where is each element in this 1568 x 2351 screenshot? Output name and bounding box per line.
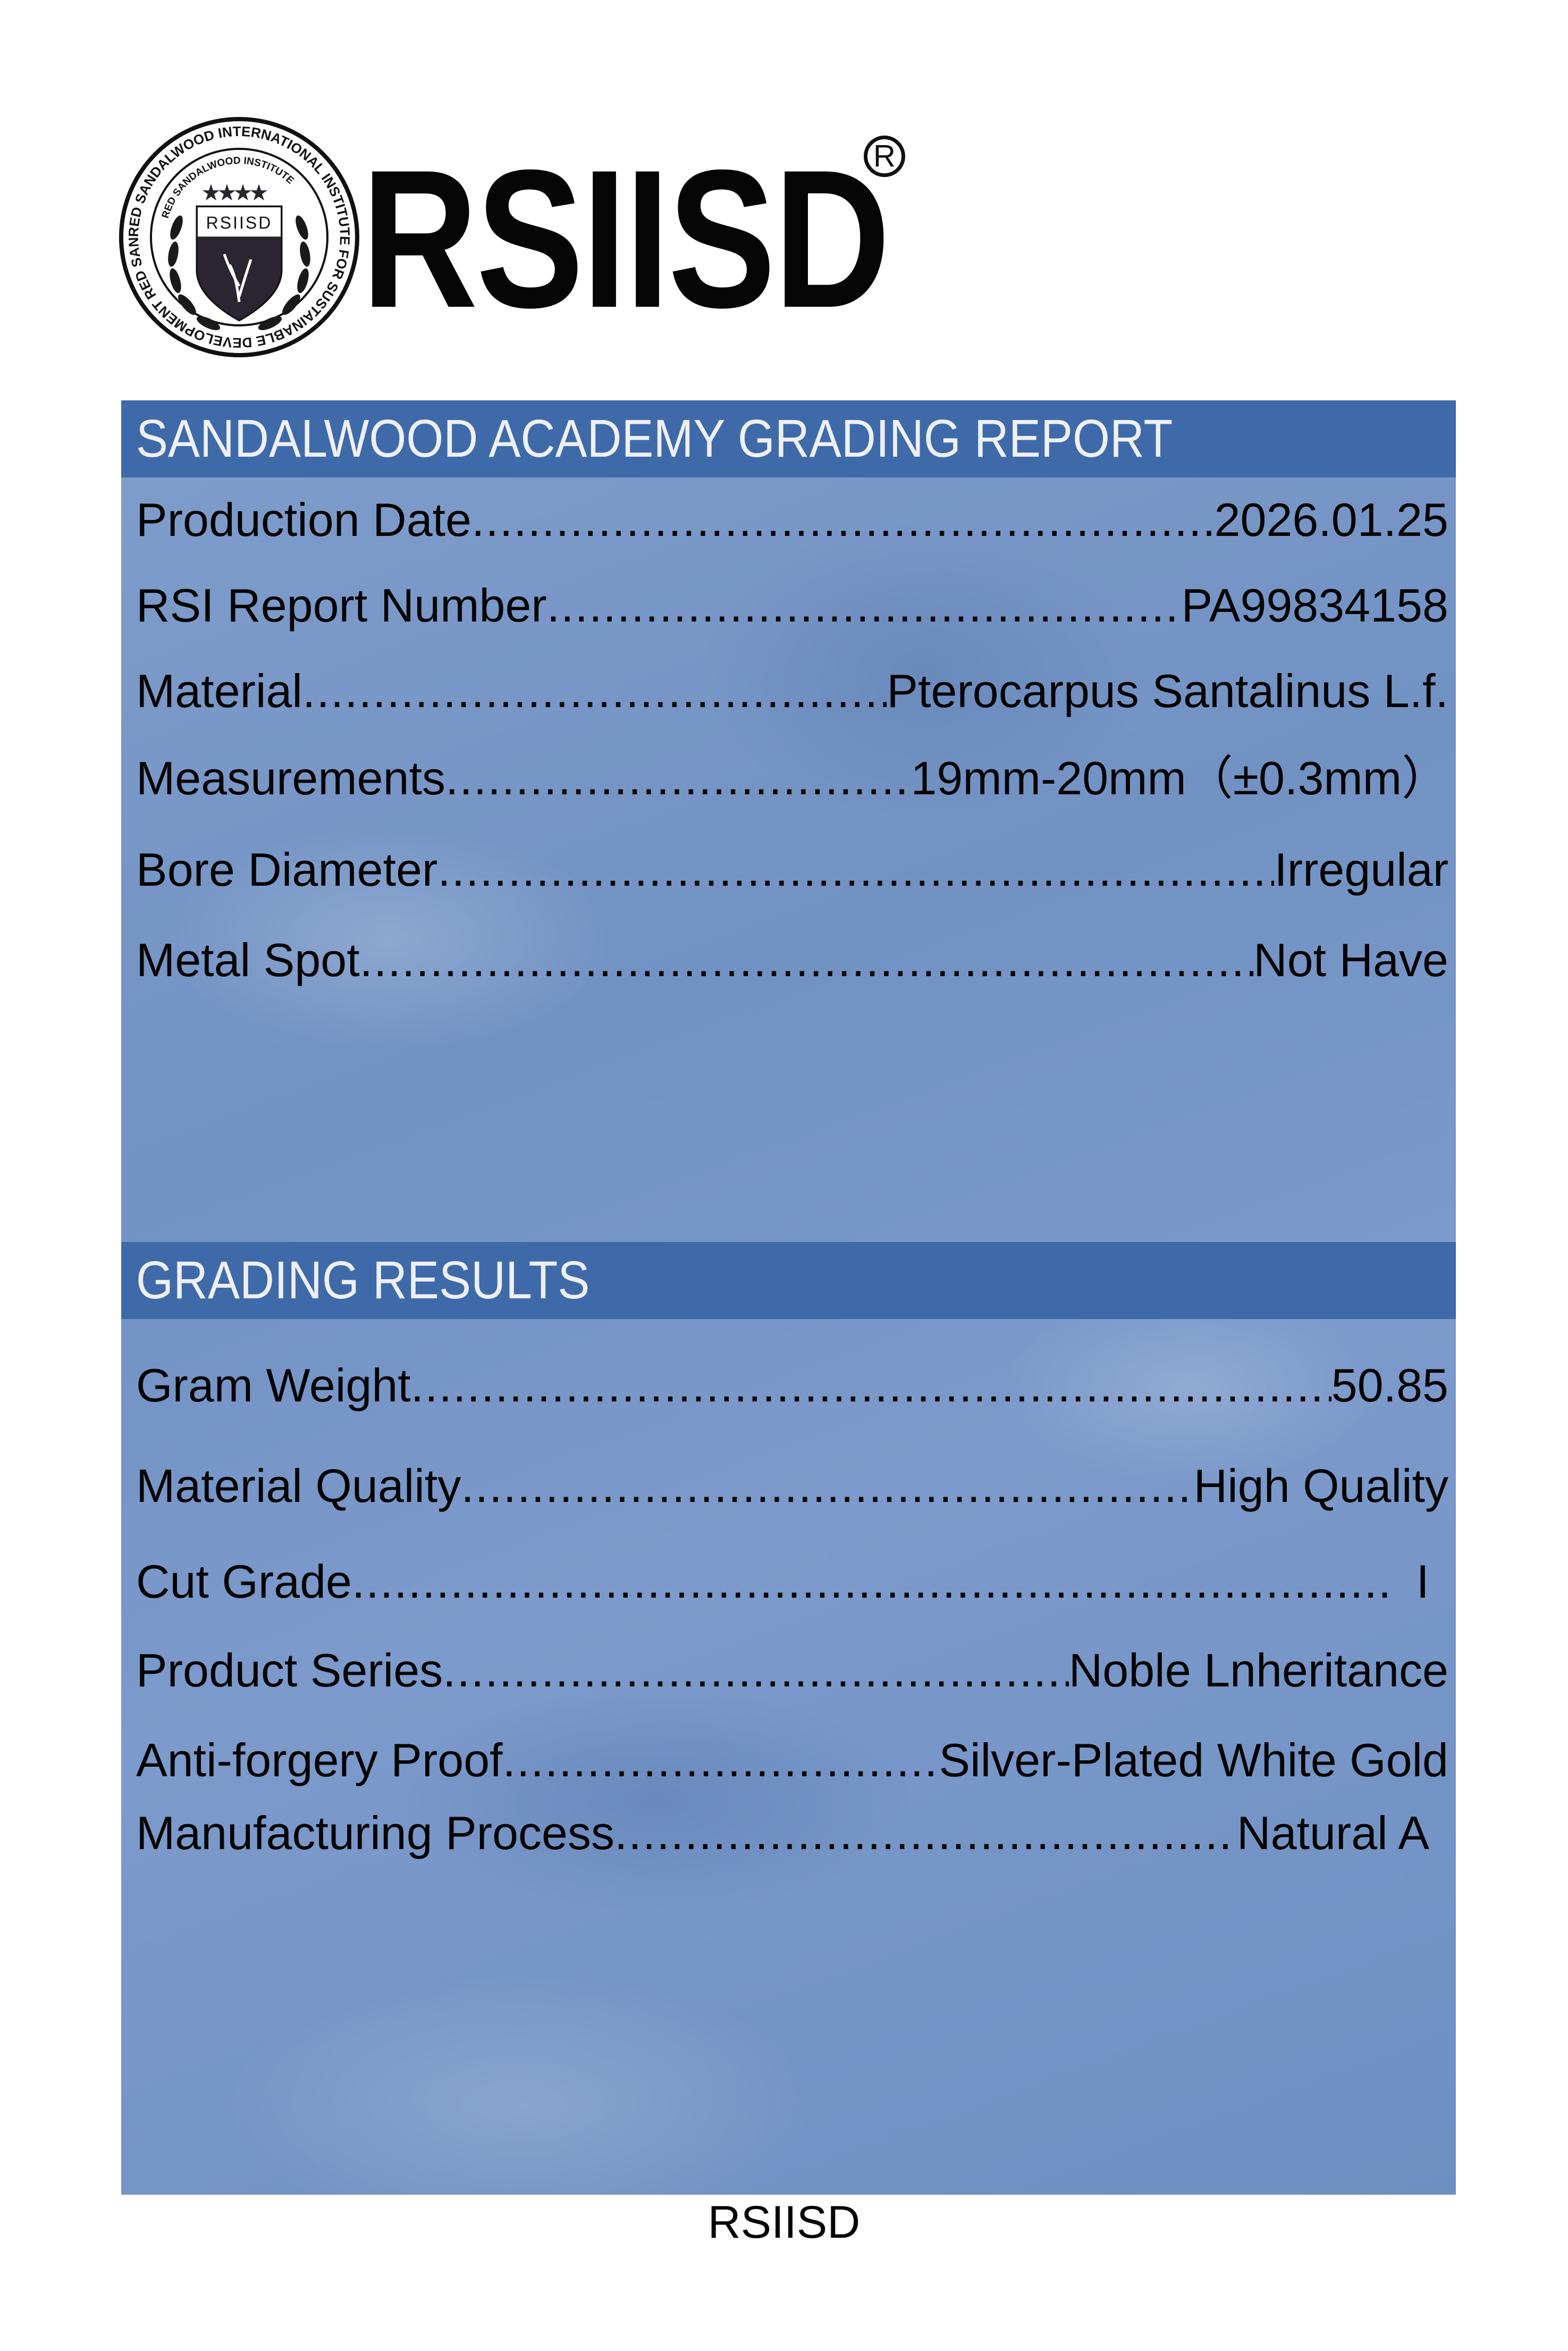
field-label: Cut Grade [136, 1555, 352, 1608]
field-label: Measurements [136, 752, 446, 804]
dot-leader [503, 1728, 939, 1792]
svg-text:RSIISD: RSIISD [206, 213, 273, 232]
field-value: Natural A [1237, 1807, 1429, 1859]
field-label: Anti-forgery Proof [136, 1734, 503, 1786]
row-report-number: RSI Report Number PA99834158 [136, 574, 1448, 637]
field-label: Metal Spot [136, 934, 360, 986]
field-value: Pterocarpus Santalinus L.f. [887, 665, 1448, 717]
field-label: Material [136, 665, 302, 717]
dot-leader [437, 838, 1274, 902]
row-material: Material Pterocarpus Santalinus L.f. [136, 659, 1448, 723]
field-value: PA99834158 [1181, 579, 1448, 632]
dot-leader [547, 574, 1182, 637]
dot-leader [461, 1454, 1193, 1518]
field-label: RSI Report Number [136, 579, 547, 632]
brand-wordmark: RSIISD [361, 129, 890, 349]
field-label: Gram Weight [136, 1359, 411, 1412]
field-value: Silver-Plated White Gold [939, 1734, 1448, 1786]
field-value: Not Have [1253, 934, 1448, 986]
dot-leader [411, 1354, 1331, 1417]
dot-leader [360, 928, 1254, 992]
field-label: Manufacturing Process [136, 1807, 614, 1859]
report-panel: SANDALWOOD ACADEMY GRADING REPORT Produc… [121, 400, 1456, 2195]
dot-leader [614, 1801, 1237, 1865]
row-manufacturing-process: Manufacturing Process Natural A [136, 1801, 1429, 1865]
field-value: I [1390, 1555, 1429, 1608]
section-title: GRADING RESULTS [136, 1250, 590, 1310]
dot-leader [302, 659, 887, 723]
field-value: 50.85 [1331, 1359, 1448, 1412]
row-metal-spot: Metal Spot Not Have [136, 928, 1448, 992]
dot-leader [445, 746, 911, 810]
field-value: 2026.01.25 [1214, 493, 1448, 546]
field-value: Irregular [1274, 843, 1448, 896]
registered-mark: R [864, 136, 905, 177]
seal-logo: RED SANDALWOOD INTERNATIONAL INSTITUTE F… [118, 116, 359, 357]
field-label: Material Quality [136, 1459, 461, 1512]
row-production-date: Production Date 2026.01.25 [136, 488, 1448, 552]
row-measurements: Measurements 19mm-20mm（±0.3mm） [136, 746, 1448, 810]
row-cut-grade: Cut Grade I [136, 1550, 1429, 1614]
dot-leader [352, 1550, 1390, 1614]
field-label: Bore Diameter [136, 843, 438, 896]
row-material-quality: Material Quality High Quality [136, 1454, 1448, 1518]
field-value: High Quality [1193, 1459, 1448, 1512]
field-label: Production Date [136, 493, 472, 546]
footer-brand: RSIISD [707, 2197, 861, 2248]
dot-leader [443, 1639, 1069, 1702]
section-header-report: SANDALWOOD ACADEMY GRADING REPORT [121, 400, 1456, 477]
section-header-results: GRADING RESULTS [121, 1242, 1456, 1319]
row-gram-weight: Gram Weight 50.85 [136, 1354, 1448, 1417]
dot-leader [471, 488, 1215, 552]
field-label: Product Series [136, 1644, 443, 1697]
row-product-series: Product Series Noble Lnheritance [136, 1639, 1448, 1702]
row-bore-diameter: Bore Diameter Irregular [136, 838, 1448, 902]
field-value: 19mm-20mm（±0.3mm） [911, 752, 1448, 804]
section-title: SANDALWOOD ACADEMY GRADING REPORT [136, 409, 1173, 468]
field-value: Noble Lnheritance [1068, 1644, 1448, 1697]
row-anti-forgery-proof: Anti-forgery Proof Silver-Plated White Go… [136, 1728, 1448, 1792]
